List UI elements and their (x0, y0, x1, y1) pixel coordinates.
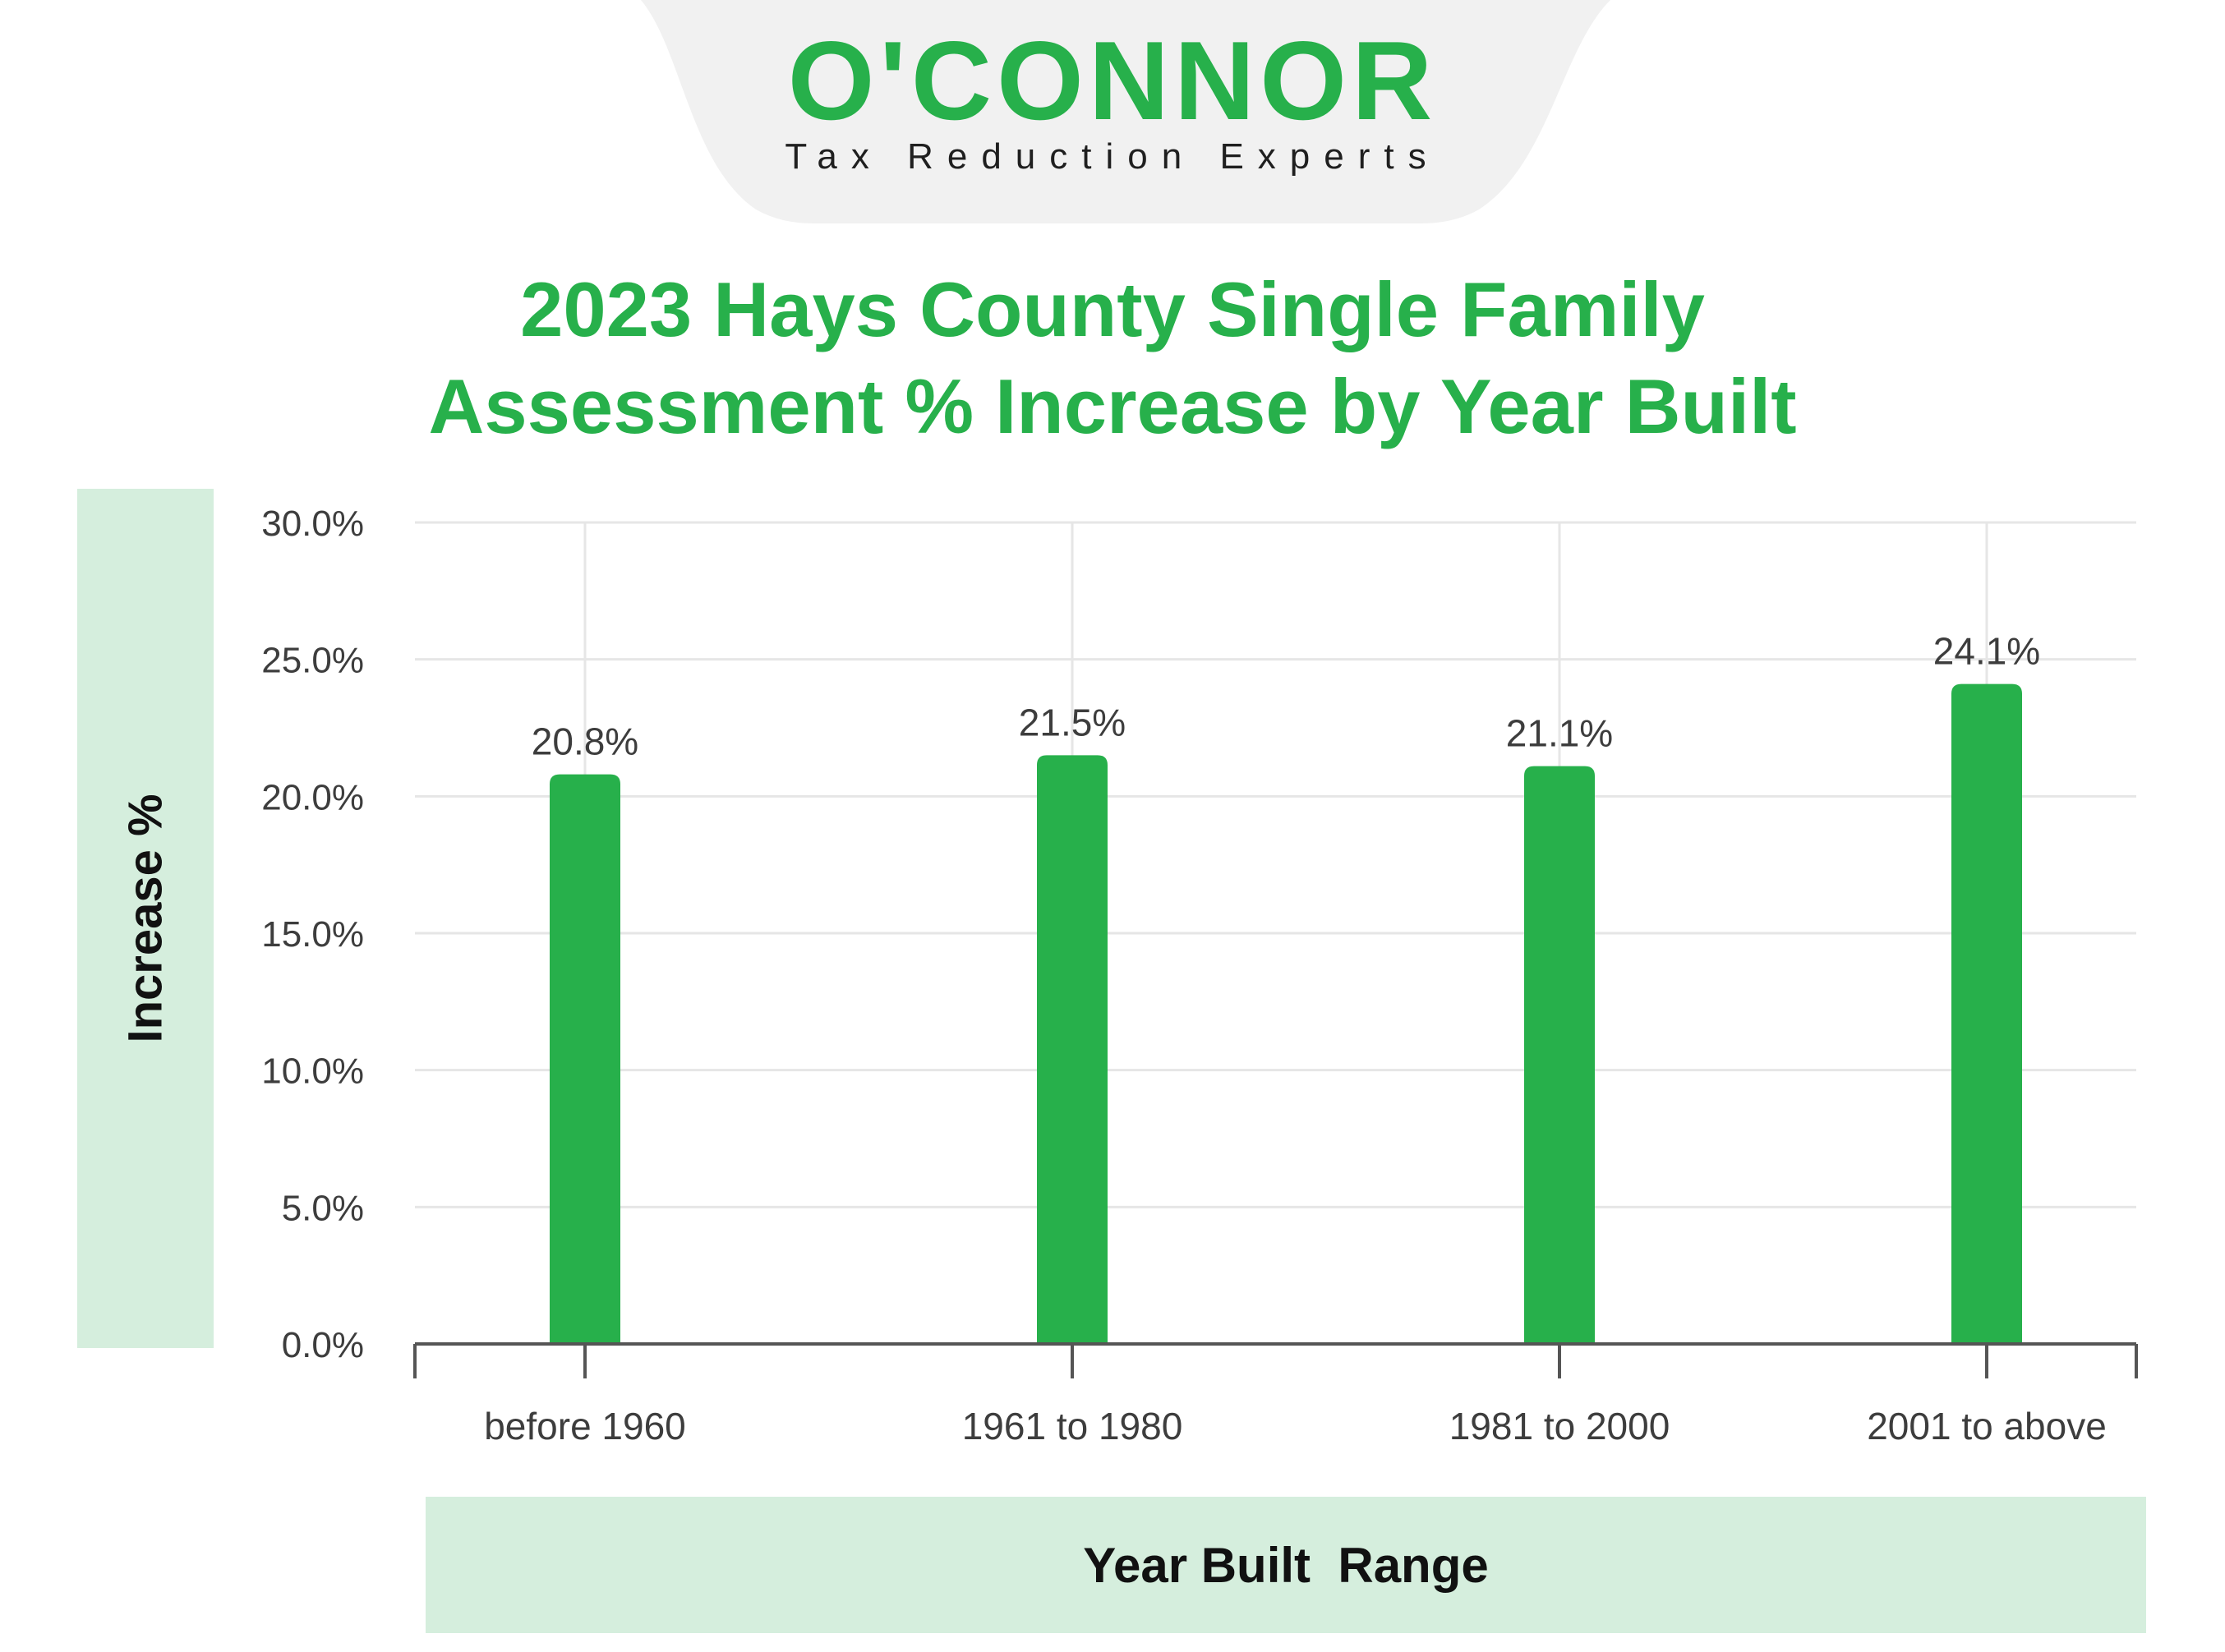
data-label: 21.5% (1019, 701, 1126, 743)
y-tick-label: 15.0% (261, 914, 364, 955)
x-axis-label-panel: Year Built Range (426, 1497, 2146, 1633)
y-tick-label: 30.0% (261, 504, 364, 544)
logo-tagline: Tax Reduction Experts (785, 136, 1440, 177)
x-tick-label: 1981 to 2000 (1449, 1405, 1670, 1447)
bar (1951, 683, 2022, 1344)
chart-title-line-2: Assessment % Increase by Year Built (428, 363, 1797, 449)
chart-title: 2023 Hays County Single Family Assessmen… (291, 261, 1934, 455)
x-axis-label: Year Built Range (1083, 1537, 1489, 1593)
y-tick-label: 25.0% (261, 641, 364, 681)
chart-title-line-1: 2023 Hays County Single Family (520, 266, 1705, 352)
y-tick-label: 20.0% (261, 777, 364, 817)
bar (1037, 755, 1108, 1344)
x-tick-label: 2001 to above (1867, 1405, 2107, 1447)
bar (1524, 766, 1595, 1344)
bar (550, 774, 620, 1344)
y-tick-label: 5.0% (282, 1188, 364, 1228)
data-label: 24.1% (1933, 630, 2040, 673)
x-tick-label: before 1960 (484, 1405, 686, 1447)
data-label: 20.8% (532, 720, 638, 763)
y-axis-label-panel (77, 489, 214, 1348)
data-label: 21.1% (1506, 712, 1613, 755)
logo-background-tab (641, 0, 1610, 223)
y-tick-label: 0.0% (282, 1325, 364, 1365)
x-tick-label: 1961 to 1980 (962, 1405, 1183, 1447)
logo-wordmark: O'CONNOR (787, 18, 1438, 143)
y-tick-label: 10.0% (261, 1051, 364, 1092)
